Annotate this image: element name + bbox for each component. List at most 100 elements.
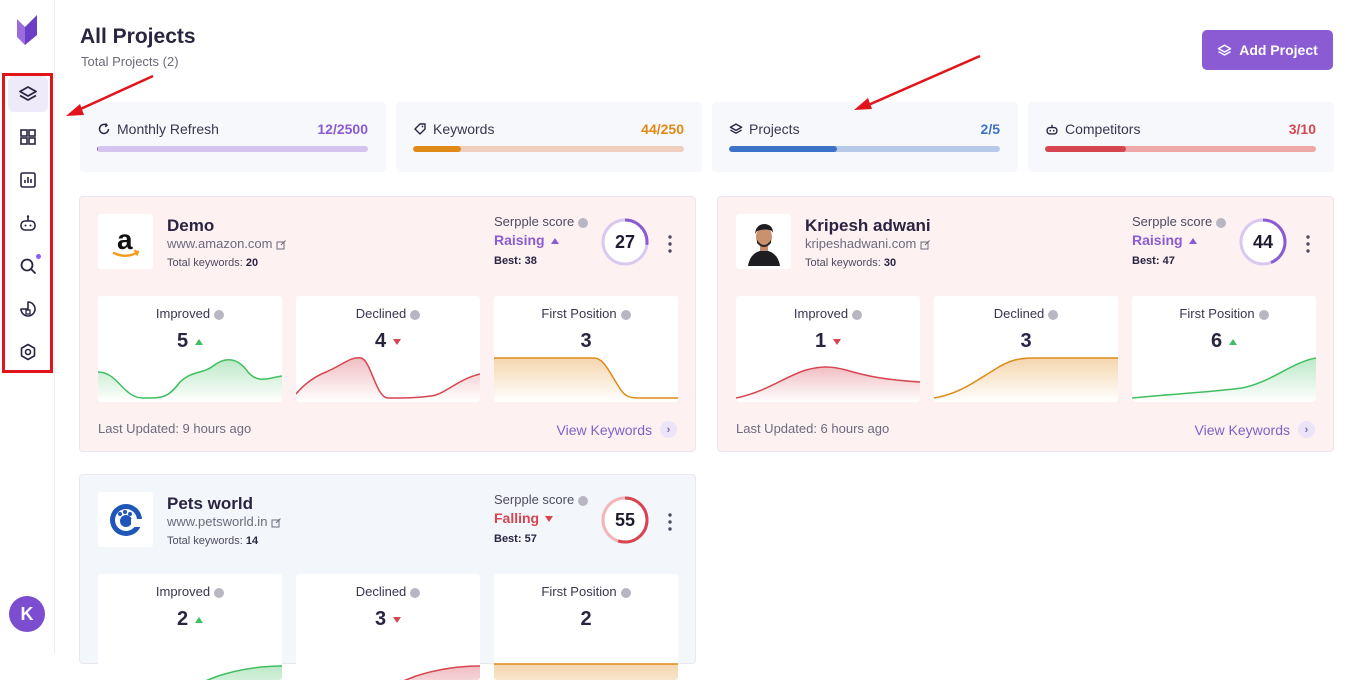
sidebar: K <box>0 0 55 654</box>
metric-label: Improved <box>736 306 920 321</box>
last-updated: Last Updated: 9 hours ago <box>98 421 252 436</box>
project-name[interactable]: Kripesh adwani <box>805 216 931 235</box>
more-options-icon[interactable] <box>665 512 675 532</box>
info-icon[interactable] <box>578 495 589 506</box>
info-icon[interactable] <box>214 587 225 598</box>
project-card-pets-world[interactable]: Pets world www.petsworld.in Total keywor… <box>79 474 696 680</box>
trend-up-icon <box>1188 238 1197 245</box>
info-icon[interactable] <box>410 309 421 320</box>
amazon-logo: a <box>98 214 153 269</box>
stat-value: 44/250 <box>641 121 684 137</box>
score-ring <box>601 496 649 544</box>
metric-improved[interactable]: Improved 5 <box>98 296 282 402</box>
metric-value-text: 4 <box>374 330 387 352</box>
brand-logo[interactable] <box>17 13 37 45</box>
sidebar-item-analytics[interactable] <box>8 291 48 327</box>
stat-competitors: Competitors 3/10 <box>1028 102 1334 172</box>
total-keywords: Total keywords: 20 <box>167 257 258 269</box>
project-name[interactable]: Pets world <box>167 494 253 513</box>
more-options-icon[interactable] <box>1303 234 1313 254</box>
stat-value: 12/2500 <box>317 121 368 137</box>
info-icon[interactable] <box>620 587 631 598</box>
more-options-icon[interactable] <box>665 234 675 254</box>
project-url[interactable]: www.petsworld.in <box>167 514 281 529</box>
metric-value-text: 2 <box>176 608 189 630</box>
info-icon[interactable] <box>620 309 631 320</box>
metric-value-text: 2 <box>580 608 592 630</box>
sidebar-item-settings[interactable] <box>8 334 48 370</box>
metric-value-text: 5 <box>176 330 189 352</box>
info-icon[interactable] <box>1216 217 1227 228</box>
score-trend-text: Raising <box>494 232 545 248</box>
project-url-text[interactable]: www.petsworld.in <box>167 514 268 529</box>
metric-first-position[interactable]: First Position 6 <box>1132 296 1316 402</box>
project-card-demo[interactable]: a Demo www.amazon.com Total keywords: 20… <box>79 196 696 452</box>
page-subtitle: Total Projects (2) <box>81 54 179 69</box>
metric-label-text: Declined <box>993 306 1045 321</box>
info-icon[interactable] <box>410 587 421 598</box>
total-keywords-value: 20 <box>245 257 259 269</box>
project-card-kripesh[interactable]: Kripesh adwani kripeshadwani.com Total k… <box>717 196 1334 452</box>
bar-chart-icon <box>20 172 36 188</box>
sparkline <box>736 366 920 402</box>
sidebar-item-dashboard[interactable] <box>8 119 48 155</box>
trend-up-icon <box>550 238 559 245</box>
stat-progress-fill <box>729 146 837 152</box>
stat-value: 2/5 <box>980 121 1000 137</box>
metric-improved[interactable]: Improved 1 <box>736 296 920 402</box>
view-keywords-label: View Keywords <box>1194 421 1290 438</box>
project-url-text[interactable]: www.amazon.com <box>167 236 273 251</box>
sidebar-item-competitors[interactable] <box>8 205 48 241</box>
highlight-box <box>2 73 53 373</box>
score-best: Best: 57 <box>494 533 537 545</box>
info-icon[interactable] <box>1258 309 1269 320</box>
profile-photo <box>736 214 791 269</box>
info-icon[interactable] <box>1048 309 1059 320</box>
stat-progress <box>97 146 368 152</box>
info-icon[interactable] <box>578 217 589 228</box>
score-ring <box>601 218 649 266</box>
view-keywords-link[interactable]: View Keywords › <box>557 421 677 438</box>
metric-declined[interactable]: Declined 4 <box>296 296 480 402</box>
score-best: Best: 38 <box>494 255 537 267</box>
avatar[interactable]: K <box>9 596 45 632</box>
metric-improved[interactable]: Improved 2 <box>98 574 282 680</box>
project-url[interactable]: kripeshadwani.com <box>805 236 930 251</box>
metric-first-position[interactable]: First Position 2 <box>494 574 678 680</box>
stat-label: Projects <box>749 121 800 137</box>
project-url-text[interactable]: kripeshadwani.com <box>805 236 917 251</box>
info-icon[interactable] <box>214 309 225 320</box>
stat-progress <box>1045 146 1316 152</box>
best-label: Best: <box>494 533 522 545</box>
sidebar-item-projects[interactable] <box>8 76 48 112</box>
layers-icon <box>729 123 743 134</box>
project-name[interactable]: Demo <box>167 216 215 235</box>
external-link-icon[interactable] <box>920 239 930 250</box>
metric-first-position[interactable]: First Position 3 <box>494 296 678 402</box>
external-link-icon[interactable] <box>271 517 281 528</box>
sidebar-item-reports[interactable] <box>8 162 48 198</box>
info-icon[interactable] <box>852 309 863 320</box>
sidebar-item-search[interactable] <box>8 248 48 284</box>
score-value: 55 <box>614 509 636 530</box>
stat-progress-fill <box>1045 146 1126 152</box>
add-project-button[interactable]: Add Project <box>1202 30 1333 70</box>
metric-label: Improved <box>98 584 282 599</box>
metric-declined[interactable]: Declined 3 <box>296 574 480 680</box>
sparkline <box>494 663 678 680</box>
score-value: 27 <box>614 231 636 252</box>
trend-down-icon <box>545 516 554 523</box>
external-link-icon[interactable] <box>276 239 286 250</box>
arrow-up-icon <box>1229 338 1238 345</box>
arrow-up-icon <box>195 338 204 345</box>
project-url[interactable]: www.amazon.com <box>167 236 286 251</box>
metric-label-text: Improved <box>155 584 211 599</box>
view-keywords-link[interactable]: View Keywords › <box>1195 421 1315 438</box>
svg-text:a: a <box>117 225 133 255</box>
grid-icon <box>20 129 36 145</box>
score-trend: Falling <box>494 510 554 526</box>
serpple-score-label: Serpple score <box>494 492 589 507</box>
metric-value: 1 <box>736 330 920 353</box>
score-trend: Raising <box>494 232 559 248</box>
metric-declined[interactable]: Declined 3 <box>934 296 1118 402</box>
